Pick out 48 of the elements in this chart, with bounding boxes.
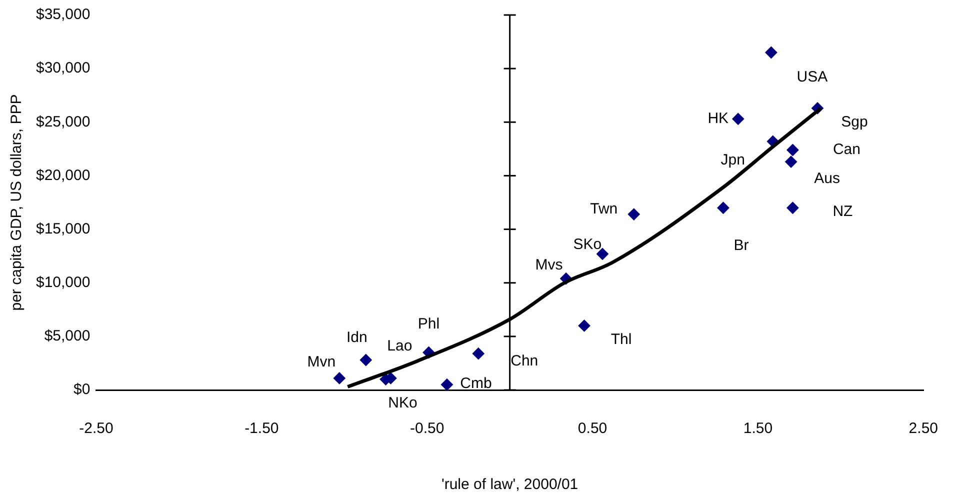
annotation: Chn: [510, 352, 538, 370]
point: [786, 202, 799, 214]
x-tick-label: -1.50: [244, 420, 279, 438]
x-tick-label: -0.50: [410, 420, 444, 438]
y-tick-label: $30,000: [36, 60, 90, 77]
point: [333, 372, 346, 384]
annotation: NKo: [388, 394, 418, 412]
y-tick-label: $5,000: [44, 328, 90, 345]
x-tick-label: -2.50: [79, 420, 114, 438]
point: [578, 320, 590, 332]
x-axis-title: 'rule of law', 2000/01: [441, 476, 578, 494]
annotation: Can: [832, 141, 860, 158]
point: [785, 156, 798, 168]
y-tick-label: $0: [74, 381, 90, 398]
point: [440, 378, 453, 390]
annotation: HK: [708, 110, 729, 128]
annotation: USA: [796, 68, 828, 86]
annotation: Thl: [610, 330, 632, 348]
annotation: Br: [734, 237, 749, 254]
annotation: Cmb: [460, 374, 492, 392]
annotation: NZ: [832, 203, 853, 220]
annotation: Sgp: [841, 113, 868, 130]
y-tick-label: $35,000: [36, 6, 90, 24]
point: [596, 248, 608, 260]
annotation: Mvn: [307, 353, 336, 370]
point: [786, 144, 799, 156]
x-tick-label: 2.50: [908, 420, 938, 438]
y-tick-label: $20,000: [36, 166, 90, 184]
y-tick-label: $10,000: [36, 274, 90, 291]
annotation: Jpn: [720, 152, 745, 169]
annotation: Phl: [418, 316, 440, 333]
x-tick-label: 1.50: [743, 420, 773, 438]
y-tick-label: $25,000: [36, 113, 90, 130]
point: [628, 208, 640, 220]
annotation: Twn: [590, 200, 618, 218]
annotation: Idn: [346, 329, 368, 346]
y-axis-title: per capita GDP, US dollars, PPP: [8, 94, 26, 311]
point: [360, 354, 372, 366]
annotation: SKo: [573, 236, 602, 254]
point: [732, 112, 744, 125]
annotation: Aus: [814, 170, 840, 187]
point: [717, 202, 730, 214]
point: [472, 348, 484, 360]
annotation: Mvs: [535, 256, 563, 274]
point: [765, 46, 778, 58]
x-tick-label: 0.50: [578, 420, 608, 438]
y-tick-label: $15,000: [36, 220, 90, 238]
annotation: Lao: [387, 337, 412, 354]
